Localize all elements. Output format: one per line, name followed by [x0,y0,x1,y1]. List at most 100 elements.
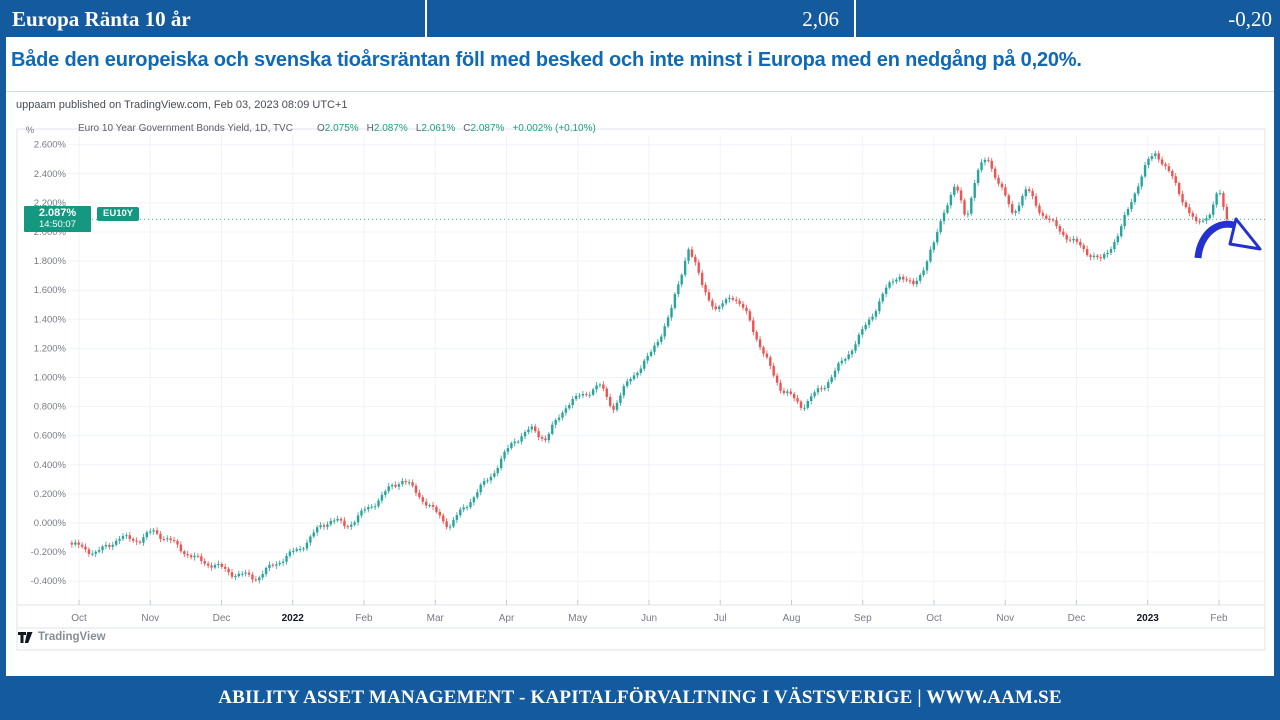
candle [162,538,166,540]
candle [864,324,867,330]
candle [1174,176,1177,184]
svg-text:0.600%: 0.600% [34,431,67,442]
legend-open: O2.075% [316,123,359,134]
candle [482,481,486,485]
svg-text:1.000%: 1.000% [34,373,67,384]
candle [275,564,278,566]
candle [135,540,138,542]
candle [363,509,367,511]
candle [510,443,513,449]
svg-text:Nov: Nov [141,613,159,624]
header-bar: Europa Ränta 10 år 2,06 -0,20 [0,0,1280,37]
candle [574,395,578,400]
candle [530,426,534,430]
candle [646,355,649,361]
candle [765,353,769,358]
svg-text:Aug: Aug [783,613,801,624]
candle [782,390,786,393]
candle [867,319,871,325]
candle [350,524,353,527]
candle [1051,219,1055,221]
candle [830,377,833,383]
candle [1014,211,1017,213]
candle [823,388,827,390]
candle [792,393,796,399]
candle [387,486,390,492]
candle [431,505,435,507]
candle [796,398,799,402]
candle [370,506,373,508]
candle [976,170,980,184]
candle [237,573,241,577]
candle [694,256,697,263]
candle [724,299,728,304]
candle [142,537,145,543]
candle [1082,245,1085,250]
candle [230,572,234,577]
candle [305,542,309,549]
candle [673,293,677,308]
candle [159,533,162,539]
candle [1143,165,1147,177]
candle [329,520,333,525]
candle [677,284,680,294]
svg-text:Apr: Apr [499,613,515,624]
candle [486,480,489,482]
candle [278,562,281,565]
candle [833,370,837,378]
candle [1167,166,1171,171]
candle [1092,255,1096,257]
candle [1157,153,1160,160]
candle [152,530,155,532]
svg-text:0.400%: 0.400% [34,460,67,471]
svg-text:2022: 2022 [282,613,305,624]
candle [356,515,360,523]
candle [1041,212,1045,216]
tradingview-logo-icon [18,631,33,643]
candle [91,553,94,555]
candle [121,536,125,539]
candle [309,536,312,543]
candle [1171,170,1174,177]
candle [690,249,694,257]
candle [421,497,424,502]
candle [302,548,305,550]
candle [786,391,789,393]
candle [816,388,820,393]
candle [1017,205,1021,212]
candle [1048,218,1051,220]
candle [980,162,983,171]
candle [404,481,407,483]
candle [111,544,114,547]
x-axis-labels: Oct Nov Dec 2022 Feb Mar Apr May Jun Jul Aug Sep Oct… [71,600,1228,624]
candle [557,417,561,420]
candle [1130,202,1133,209]
candle [1106,252,1109,255]
candle [809,396,813,401]
candle [878,301,881,312]
candle [312,532,315,537]
legend-low: L2.061% [415,123,456,134]
candle [479,484,482,493]
candle [639,368,643,373]
svg-text:2023: 2023 [1137,613,1160,624]
candle [687,249,690,261]
current-price-time: 14:50:07 [39,219,76,230]
candle [857,334,861,345]
tradingview-watermark: TradingView [18,631,106,643]
svg-text:Feb: Feb [1210,613,1228,624]
candle [544,438,547,441]
candle [983,159,987,163]
candle [1164,164,1167,167]
candle [554,419,557,425]
candle [101,546,104,551]
candle [258,577,261,581]
candle [915,280,919,285]
candle [629,379,632,382]
candle [772,365,775,376]
candle [663,326,666,337]
candle [861,329,864,335]
candle [1215,193,1218,205]
candle [489,476,493,481]
candle [1062,231,1065,236]
